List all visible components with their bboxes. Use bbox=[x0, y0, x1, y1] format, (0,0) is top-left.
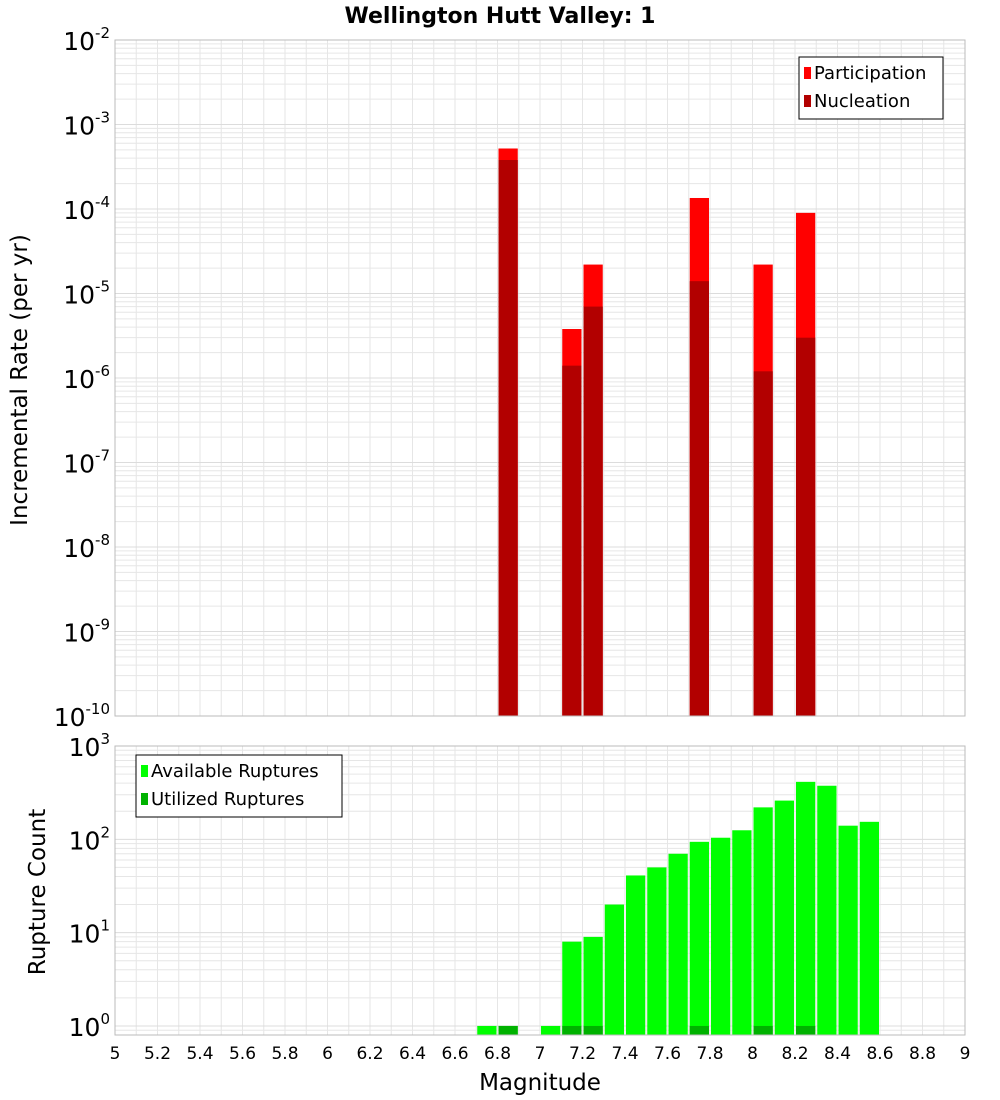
x-tick-label: 8.6 bbox=[866, 1044, 893, 1064]
x-tick-label: 6.4 bbox=[399, 1044, 426, 1064]
available-ruptures-bar bbox=[817, 785, 837, 1035]
utilized-ruptures-bar bbox=[753, 1025, 773, 1035]
top-y-axis-title: Incremental Rate (per yr) bbox=[7, 234, 33, 526]
bottom-y-axis-title: Rupture Count bbox=[25, 809, 51, 975]
rate-y-tick-label: 10-6 bbox=[63, 362, 110, 394]
x-tick-label: 6.2 bbox=[356, 1044, 383, 1064]
nucleation-bar bbox=[689, 281, 709, 716]
legend-swatch bbox=[804, 67, 811, 79]
legend-label: Available Ruptures bbox=[151, 761, 319, 782]
rate-y-tick-label: 10-4 bbox=[63, 193, 110, 225]
x-tick-label: 8.4 bbox=[824, 1044, 851, 1064]
available-ruptures-bar bbox=[732, 830, 752, 1035]
rate-panel: 10-10 10-9 10-8 10-7 10-6 10-5 10-4 10-3 10-2 Par… bbox=[54, 24, 966, 732]
legend-box bbox=[135, 754, 343, 818]
count-plot-frame bbox=[114, 745, 966, 1036]
x-axis-title: Magnitude bbox=[479, 1070, 601, 1096]
count-legend: Available Ruptures Utilized Ruptures bbox=[135, 754, 343, 818]
available-ruptures-bar bbox=[668, 853, 688, 1035]
available-ruptures-bar bbox=[859, 821, 879, 1035]
rate-y-tick-label: 10-10 bbox=[54, 700, 110, 732]
chart-title: Wellington Hutt Valley: 1 bbox=[345, 4, 656, 29]
x-tick-label: 5 bbox=[110, 1044, 121, 1064]
legend-label: Participation bbox=[814, 63, 926, 84]
count-y-tick-label: 100 bbox=[69, 1010, 110, 1042]
x-tick-label: 7.6 bbox=[654, 1044, 681, 1064]
x-tick-label: 6.6 bbox=[441, 1044, 468, 1064]
legend-label: Nucleation bbox=[814, 91, 910, 112]
utilized-ruptures-bar bbox=[498, 1025, 518, 1035]
x-tick-label: 6 bbox=[322, 1044, 333, 1064]
available-ruptures-bar bbox=[774, 800, 794, 1035]
x-tick-label: 7.8 bbox=[696, 1044, 723, 1064]
utilized-ruptures-bar bbox=[796, 1025, 816, 1035]
utilized-ruptures-bar bbox=[562, 1025, 582, 1035]
x-tick-label: 8.8 bbox=[909, 1044, 936, 1064]
rate-y-tick-label: 10-3 bbox=[63, 109, 110, 141]
nucleation-bar bbox=[753, 371, 773, 716]
rate-legend: Participation Nucleation bbox=[798, 56, 944, 120]
available-ruptures-bar bbox=[711, 837, 731, 1035]
count-y-tick-label: 101 bbox=[69, 917, 110, 949]
x-tick-label: 8.2 bbox=[781, 1044, 808, 1064]
rate-plot-frame bbox=[114, 39, 966, 717]
available-ruptures-bar bbox=[647, 867, 667, 1035]
x-tick-label: 9 bbox=[960, 1044, 971, 1064]
x-tick-label: 5.4 bbox=[186, 1044, 213, 1064]
rate-bars bbox=[498, 148, 816, 717]
available-ruptures-bar bbox=[583, 936, 603, 1035]
rate-y-tick-label: 10-8 bbox=[63, 531, 110, 563]
nucleation-bar bbox=[498, 160, 518, 716]
count-y-tick-label: 102 bbox=[69, 823, 110, 855]
x-tick-label: 6.8 bbox=[484, 1044, 511, 1064]
rate-y-tick-label: 10-9 bbox=[63, 616, 110, 648]
available-ruptures-bar bbox=[562, 941, 582, 1035]
nucleation-bar bbox=[562, 365, 582, 716]
legend-label: Utilized Ruptures bbox=[151, 789, 304, 810]
count-y-tick-label: 103 bbox=[69, 730, 110, 762]
x-tick-label: 5.6 bbox=[229, 1044, 256, 1064]
x-tick-label: 8 bbox=[747, 1044, 758, 1064]
rate-grid bbox=[114, 39, 966, 717]
x-tick-label: 5.2 bbox=[144, 1044, 171, 1064]
rate-y-tick-label: 10-5 bbox=[63, 278, 110, 310]
x-tick-label: 5.8 bbox=[271, 1044, 298, 1064]
x-tick-label: 7.2 bbox=[569, 1044, 596, 1064]
utilized-ruptures-bar bbox=[583, 1025, 603, 1035]
rupture-count-panel: 100 101 102 103 Available Ruptures Utilized R… bbox=[69, 730, 966, 1042]
available-ruptures-bar bbox=[541, 1025, 561, 1035]
magnitude-axis: 5 5.2 5.4 5.6 5.8 6 6.2 6.4 6.6 6.8 7 7.2 7.4 7.6 7.8 8… bbox=[110, 1044, 971, 1064]
available-ruptures-bar bbox=[626, 875, 646, 1035]
available-ruptures-bar bbox=[689, 841, 709, 1035]
nucleation-bar bbox=[796, 337, 816, 716]
x-tick-label: 7.4 bbox=[611, 1044, 638, 1064]
utilized-ruptures-bar bbox=[689, 1025, 709, 1035]
available-ruptures-bar bbox=[477, 1025, 497, 1035]
available-ruptures-bar bbox=[796, 781, 816, 1035]
available-ruptures-bar bbox=[753, 807, 773, 1035]
legend-swatch bbox=[804, 95, 811, 107]
rate-y-tick-label: 10-7 bbox=[63, 447, 110, 479]
x-tick-label: 7 bbox=[535, 1044, 546, 1064]
available-ruptures-bar bbox=[838, 825, 858, 1035]
count-bars bbox=[477, 781, 879, 1035]
legend-swatch bbox=[141, 765, 148, 777]
legend-swatch bbox=[141, 793, 148, 805]
rate-y-tick-label: 10-2 bbox=[63, 24, 110, 56]
nucleation-bar bbox=[583, 306, 603, 716]
available-ruptures-bar bbox=[604, 904, 624, 1035]
legend-box bbox=[798, 56, 944, 120]
